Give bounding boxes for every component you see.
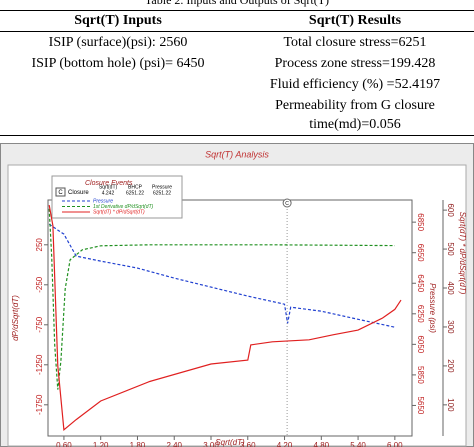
series-line <box>48 204 402 431</box>
y3-tick-label: 400 <box>446 281 455 295</box>
series-line <box>48 223 395 328</box>
events-title: Closure Events <box>85 180 133 187</box>
y3-tick-label: 500 <box>446 242 455 256</box>
table-block: Table 2. Inputs and Outputs of Sqrt(T) S… <box>0 0 474 140</box>
y-tick-label: -750 <box>35 316 44 333</box>
closure-badge <box>282 198 292 208</box>
input-cell: ISIP (bottom hole) (psi)= 6450 <box>31 56 205 71</box>
y2-tick-label: 6250 <box>416 305 425 323</box>
y3-tick-label: 300 <box>446 320 455 334</box>
empty-cell <box>0 95 236 136</box>
result-cell: Permeability from G closure time(md)=0.0… <box>236 95 474 136</box>
y2-axis-title: Pressure (psi) <box>428 283 437 333</box>
y3-axis-title: Sqrt(dT) * dP/dSqrt(dT) <box>458 212 467 295</box>
x-tick-label: 3.00 <box>203 441 219 447</box>
chart-title: Sqrt(T) Analysis <box>205 149 269 159</box>
y3-tick-label: 600 <box>446 203 455 217</box>
event-column: BHCP <box>128 184 143 190</box>
x-tick-label: 5.40 <box>350 441 366 447</box>
event-value: 6251.22 <box>153 190 171 196</box>
plot-area <box>47 199 413 437</box>
y2-tick-label: 6850 <box>416 213 425 231</box>
y2-tick-label: 6050 <box>416 335 425 353</box>
result-cell: Total closure stress=6251 <box>283 35 427 50</box>
y-tick-label: -250 <box>35 276 44 293</box>
x-tick-label: 0.60 <box>56 441 72 447</box>
x-tick-label: 1.20 <box>93 441 109 447</box>
table-caption: Table 2. Inputs and Outputs of Sqrt(T) <box>144 0 330 7</box>
event-column: Pressure <box>152 184 172 190</box>
event-value: 4.242 <box>102 190 115 196</box>
event-marker-box <box>55 187 66 197</box>
legend-label: 1st Derivative dP/dSqrt(dT) <box>93 204 154 210</box>
x-tick-label: 4.20 <box>277 441 293 447</box>
y2-tick-label: 5650 <box>416 397 425 415</box>
y-tick-label: -1750 <box>35 394 44 415</box>
x-axis-title: Sqrt(dT) <box>215 438 245 447</box>
y2-tick-label: 6450 <box>416 274 425 292</box>
event-value: 6251.22 <box>126 190 144 196</box>
legend-label: Sqrt(dT) * dP/dSqrt(dT) <box>93 209 145 215</box>
series-line <box>48 208 395 390</box>
empty-cell <box>0 74 236 95</box>
header-cell: Sqrt(T) Results <box>236 10 474 32</box>
table: Sqrt(T) Inputs Sqrt(T) Results ISIP (sur… <box>0 10 474 136</box>
x-tick-label: 4.80 <box>314 441 330 447</box>
chart-screenshot: Sqrt(T) Analysis Sqrt(dT) dP/dSqrt(dT) P… <box>0 143 474 447</box>
header-cell: Sqrt(T) Inputs <box>0 10 236 32</box>
y-axis-title: dP/dSqrt(dT) <box>11 295 20 341</box>
y3-tick-label: 200 <box>446 359 455 373</box>
y-tick-label: 250 <box>35 238 44 252</box>
result-cell: Process zone stress=199.428 <box>274 56 436 71</box>
y2-tick-label: 5850 <box>416 366 425 384</box>
x-tick-label: 3.60 <box>240 441 256 447</box>
input-cell: ISIP (surface)(psi): 2560 <box>48 35 188 50</box>
result-cell: Fluid efficiency (%) =52.4197 <box>269 77 441 92</box>
legend-box <box>51 175 183 219</box>
x-tick-label: 2.40 <box>166 441 182 447</box>
legend-label: Pressure <box>93 198 113 204</box>
event-marker: C <box>58 190 63 196</box>
x-tick-label: 1.80 <box>130 441 146 447</box>
y3-tick-label: 100 <box>446 398 455 412</box>
event-column: Sqrt(dT) <box>99 184 118 190</box>
event-name: Closure <box>68 190 89 196</box>
y2-tick-label: 6650 <box>416 244 425 262</box>
closure-badge-label: C <box>285 201 289 207</box>
y-tick-label: -1250 <box>35 354 44 375</box>
x-tick-label: 6.00 <box>387 441 403 447</box>
